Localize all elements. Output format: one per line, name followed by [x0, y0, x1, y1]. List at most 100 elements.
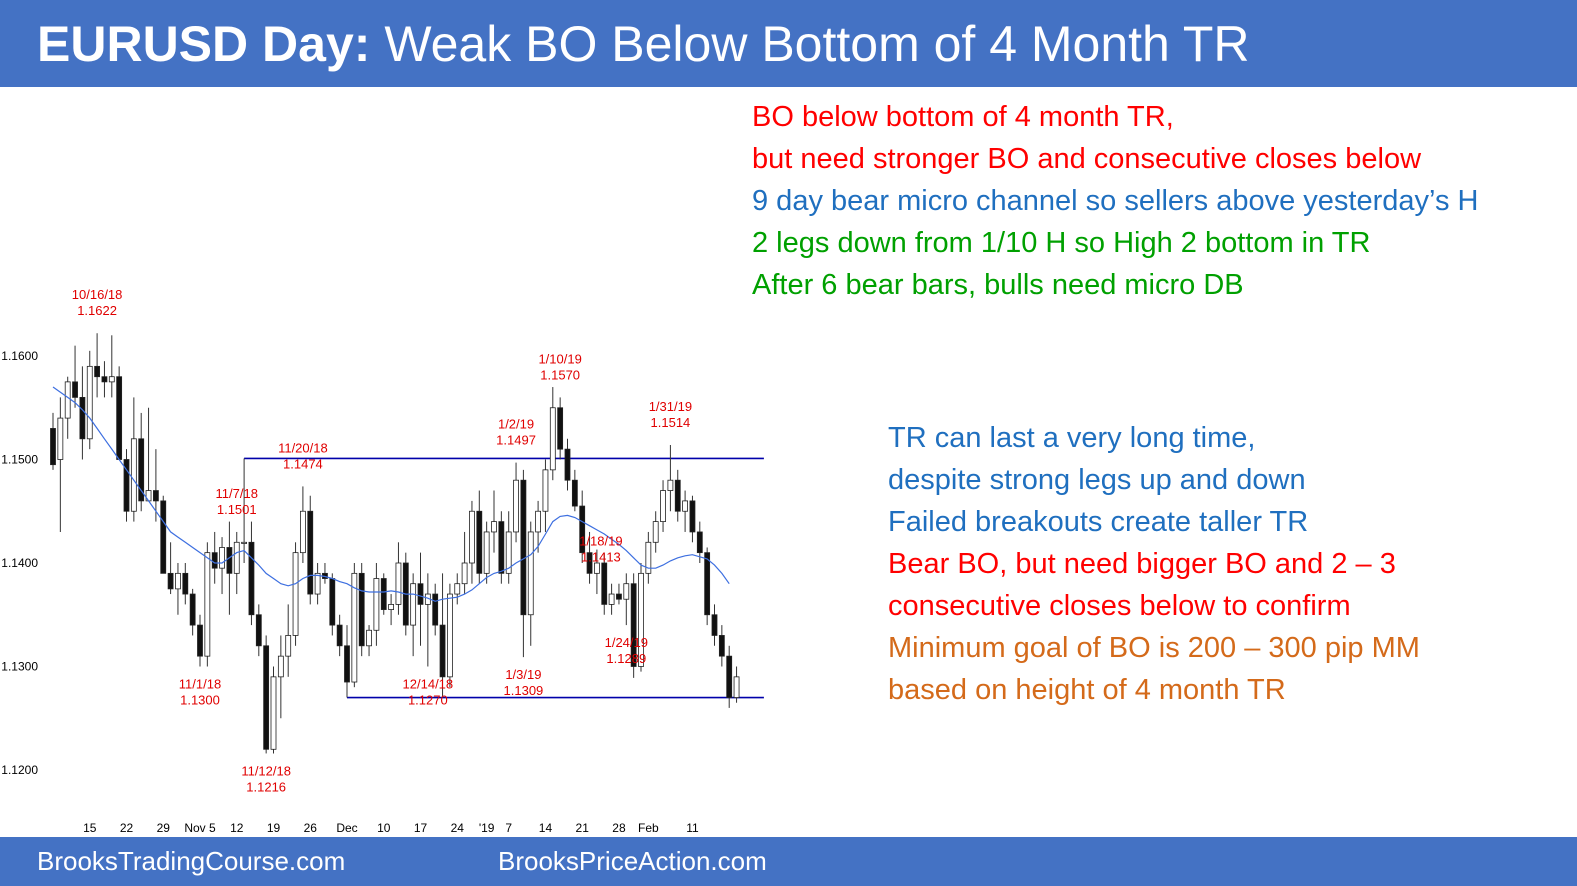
annotation-price: 1.1570 [540, 367, 580, 382]
bear-candle-body [616, 593, 622, 600]
candle [189, 588, 196, 636]
bull-candle-body [219, 547, 225, 569]
annotation-date: 11/1/18 [179, 677, 221, 692]
bear-candle-body [50, 428, 56, 466]
candle [255, 604, 262, 657]
bull-candle-body [204, 552, 211, 657]
note-line: 9 day bear micro channel so sellers abov… [752, 185, 1479, 217]
bear-candle-body [226, 547, 233, 574]
footer-link-course[interactable]: BrooksTradingCourse.com [37, 846, 346, 876]
bull-candle-body [285, 635, 292, 657]
candlestick-chart: 1.1200 1.1300 1.1400 1.1500 1.1600 15 22 29 Nov… [1, 287, 764, 835]
bull-candle-body [461, 562, 468, 585]
x-tick-label: 22 [120, 821, 134, 835]
bear-candle-body [344, 645, 350, 683]
x-tick-label: Feb [638, 821, 659, 835]
candle [513, 462, 519, 543]
bull-candle-body [233, 541, 240, 574]
x-tick-label: 14 [539, 821, 553, 835]
bull-candle-body [645, 541, 652, 574]
x-tick-label: Nov 5 [184, 821, 216, 835]
candle [79, 366, 86, 460]
annotation-price: 1.1622 [77, 303, 117, 318]
candle [167, 542, 174, 595]
annotation-price: 1.1309 [504, 683, 544, 698]
candle [248, 521, 255, 626]
candle [211, 531, 218, 584]
y-tick-label: 1.1300 [1, 660, 38, 674]
candle [623, 573, 630, 626]
candle [667, 445, 674, 512]
bull-candle-body [241, 541, 248, 544]
title-subject: Weak BO Below Bottom of 4 Month TR [384, 16, 1250, 72]
bear-candle-body [571, 479, 578, 507]
candle [476, 490, 483, 584]
candle [388, 594, 395, 626]
candle [351, 563, 358, 688]
candle [652, 511, 659, 553]
bull-candle-body [469, 510, 475, 564]
bull-candle-body [652, 521, 659, 543]
candle [241, 458, 248, 563]
bull-candle-body [292, 552, 299, 636]
candle [432, 583, 439, 636]
bull-candle-body [373, 578, 380, 631]
annotation-date: 10/16/18 [72, 287, 123, 302]
annotation-date: 1/24/19 [605, 635, 648, 650]
note-line: After 6 bear bars, bulls need micro DB [752, 269, 1244, 301]
bear-candle-body [498, 521, 505, 574]
bear-candle-body [586, 552, 593, 574]
annotation-price: 1.1413 [581, 550, 621, 565]
bear-candle-body [197, 624, 203, 657]
bear-candle-body [358, 572, 365, 647]
price-annotation: 1/10/191.1570 [538, 351, 581, 382]
candle [424, 573, 431, 667]
x-tick-label: 17 [414, 821, 428, 835]
price-annotation: 1/3/191.1309 [504, 667, 544, 698]
x-tick-label: Dec [336, 821, 357, 835]
candle [263, 635, 270, 754]
bear-candle-body [138, 438, 145, 502]
bull-candle-body [395, 562, 402, 605]
annotation-date: 11/12/18 [241, 763, 291, 778]
bear-candle-body [329, 578, 336, 626]
bear-candle-body [704, 552, 711, 616]
candle [395, 542, 402, 615]
x-tick-label: '19 [479, 821, 495, 835]
annotation-price: 1.1289 [606, 651, 646, 666]
x-tick-label: 10 [377, 821, 391, 835]
candle [145, 407, 152, 502]
bull-candle-body [366, 629, 372, 647]
x-tick-label: 28 [612, 821, 626, 835]
bear-candle-body [116, 376, 123, 460]
bear-candle-body [167, 572, 174, 590]
candle [160, 495, 167, 574]
annotation-price: 1.1216 [246, 779, 286, 794]
bear-candle-body [336, 624, 343, 647]
candle [116, 366, 123, 460]
y-tick-label: 1.1600 [1, 349, 38, 363]
candle [380, 573, 387, 615]
candle [175, 563, 181, 615]
annotation-price: 1.1514 [651, 415, 691, 430]
bear-candle-body [564, 448, 571, 481]
bear-candle-body [160, 500, 167, 574]
candle [726, 645, 733, 708]
candle [292, 542, 299, 646]
moving-average [52, 386, 730, 602]
bear-candle-body [557, 407, 564, 450]
price-annotation: 11/20/181.1474 [278, 440, 328, 471]
candle [733, 666, 740, 703]
candle [226, 521, 233, 615]
candle [314, 563, 321, 605]
candle [336, 614, 343, 657]
footer-link-priceaction[interactable]: BrooksPriceAction.com [498, 846, 767, 876]
candle [344, 625, 350, 698]
x-tick-label: 7 [505, 821, 512, 835]
annotation-date: 1/18/19 [579, 534, 622, 549]
candle [130, 397, 137, 522]
candle [123, 449, 130, 522]
candle [152, 449, 159, 522]
candle [366, 625, 372, 657]
annotation-date: 12/14/18 [403, 677, 454, 692]
